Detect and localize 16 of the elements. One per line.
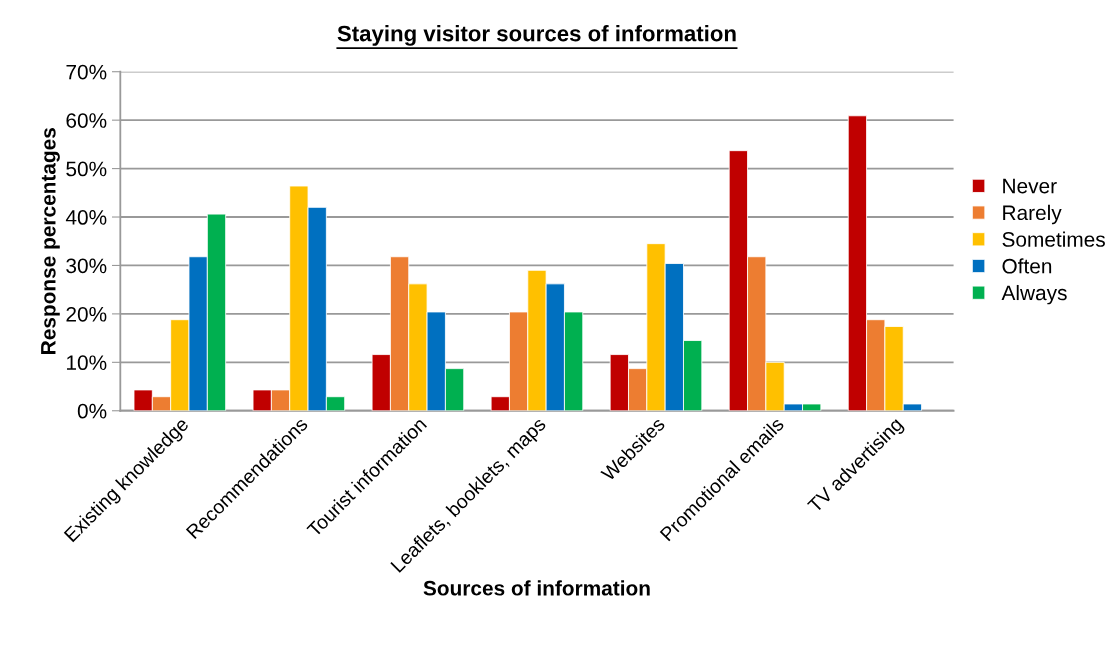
y-tick-label: 30%	[66, 258, 107, 274]
legend-label: Rarely	[1003, 204, 1062, 225]
y-tick-label: 20%	[66, 306, 107, 322]
y-tick-label: 70%	[66, 64, 107, 80]
y-tick-label: 0%	[77, 403, 107, 419]
x-axis-title: Sources of information	[423, 580, 650, 596]
legend-label: Often	[1002, 258, 1052, 274]
legend-label: Never	[1003, 178, 1057, 194]
y-tick-label: 40%	[65, 210, 107, 225]
chart-title: Staying visitor sources of information	[337, 25, 736, 46]
legend-label: Always	[1001, 284, 1067, 305]
y-axis-title: Response percentages	[41, 128, 60, 354]
y-tick-label: 60%	[66, 113, 107, 128]
legend-label: Sometimes	[1002, 231, 1105, 247]
y-tick-label: 50%	[66, 161, 107, 177]
y-tick-label: 10%	[67, 355, 107, 371]
